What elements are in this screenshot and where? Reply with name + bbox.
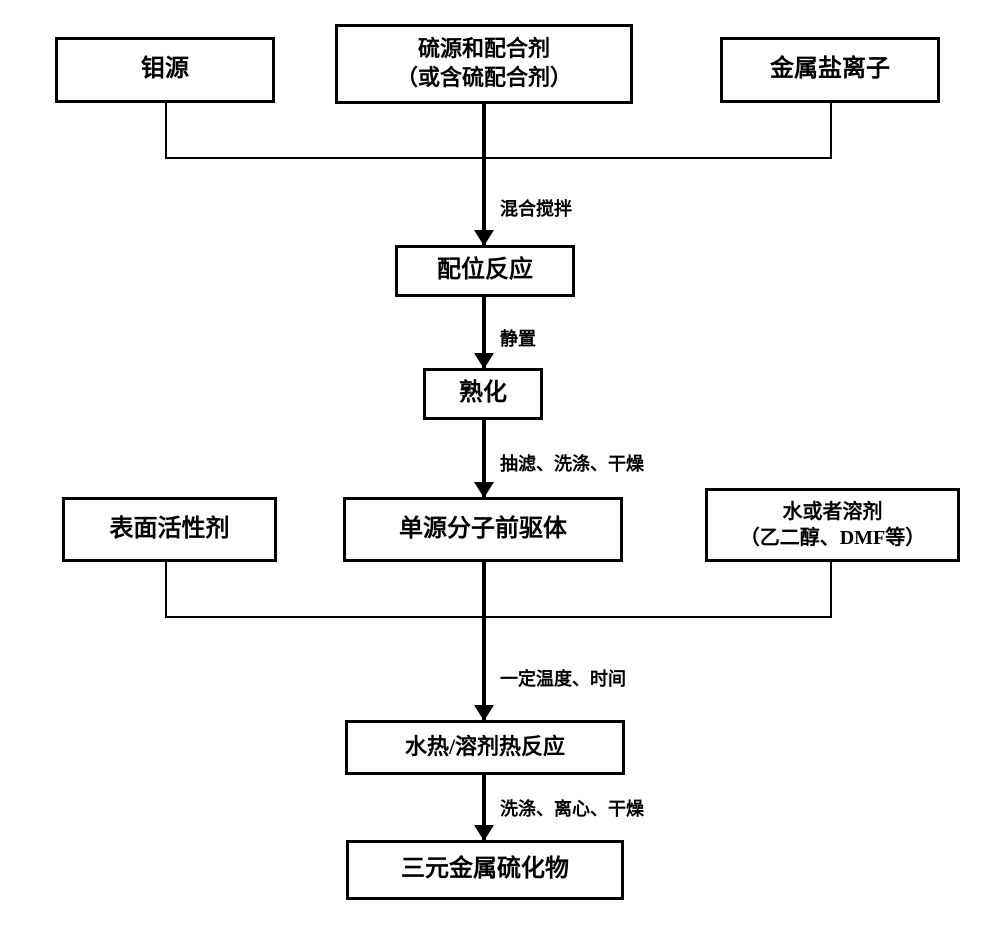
edge-left-mid-v bbox=[165, 562, 167, 618]
arrow-4 bbox=[474, 705, 494, 721]
node-sulfur-label: 硫源和配合剂 （或含硫配合剂） bbox=[396, 35, 572, 92]
node-coordination-reaction: 配位反应 bbox=[395, 245, 575, 297]
node-ripening: 熟化 bbox=[423, 368, 543, 420]
arrow-5 bbox=[474, 825, 494, 841]
node-product: 三元金属硫化物 bbox=[346, 840, 624, 900]
edge-right-top-v bbox=[830, 103, 832, 159]
node-sulfur-source: 硫源和配合剂 （或含硫配合剂） bbox=[335, 24, 633, 104]
node-surfactant: 表面活性剂 bbox=[62, 497, 277, 562]
node-solvent: 水或者溶剂 （乙二醇、DMF等） bbox=[705, 488, 960, 562]
edge-spine-4 bbox=[482, 562, 486, 720]
edge-right-top-h bbox=[484, 157, 832, 159]
arrow-3 bbox=[474, 482, 494, 498]
edge-label-stand: 静置 bbox=[500, 325, 536, 351]
node-solvent-label: 水或者溶剂 （乙二醇、DMF等） bbox=[740, 499, 926, 551]
node-metal-salt: 金属盐离子 bbox=[720, 37, 940, 103]
node-precursor: 单源分子前驱体 bbox=[343, 497, 623, 562]
edge-right-mid-v bbox=[830, 562, 832, 618]
node-mo-source: 钼源 bbox=[55, 37, 275, 103]
edge-label-mix: 混合搅拌 bbox=[500, 195, 572, 221]
edge-spine-1 bbox=[482, 104, 486, 245]
edge-left-mid-h bbox=[165, 616, 484, 618]
edge-left-top-v bbox=[165, 103, 167, 159]
arrow-2 bbox=[474, 353, 494, 369]
arrow-1 bbox=[474, 230, 494, 246]
node-hydrothermal: 水热/溶剂热反应 bbox=[345, 720, 625, 775]
edge-right-mid-h bbox=[484, 616, 832, 618]
edge-label-wash: 洗涤、离心、干燥 bbox=[500, 795, 644, 821]
edge-left-top-h bbox=[165, 157, 484, 159]
edge-label-filter: 抽滤、洗涤、干燥 bbox=[500, 450, 644, 476]
edge-label-temp: 一定温度、时间 bbox=[500, 665, 626, 691]
